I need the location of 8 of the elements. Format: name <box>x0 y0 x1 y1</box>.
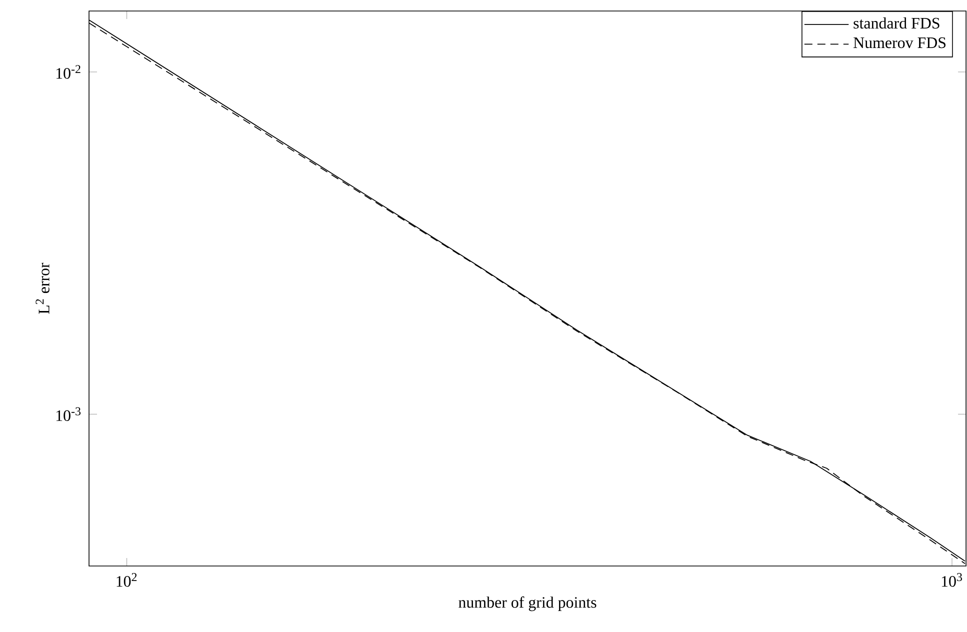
y-tick-label: 10$^{-2}$ <box>56 65 80 79</box>
legend-label: standard FDS <box>854 17 940 29</box>
legend-label: Numerov FDS <box>854 37 946 48</box>
x-tick-label: 10$^{3}$ <box>942 573 962 587</box>
x-axis-title: number of grid points <box>458 596 596 612</box>
y-axis-title: L$^{2}$ error <box>36 262 50 314</box>
y-tick-label: 10$^{-3}$ <box>56 407 81 422</box>
x-tick-label: 10$^{2}$ <box>116 573 137 587</box>
